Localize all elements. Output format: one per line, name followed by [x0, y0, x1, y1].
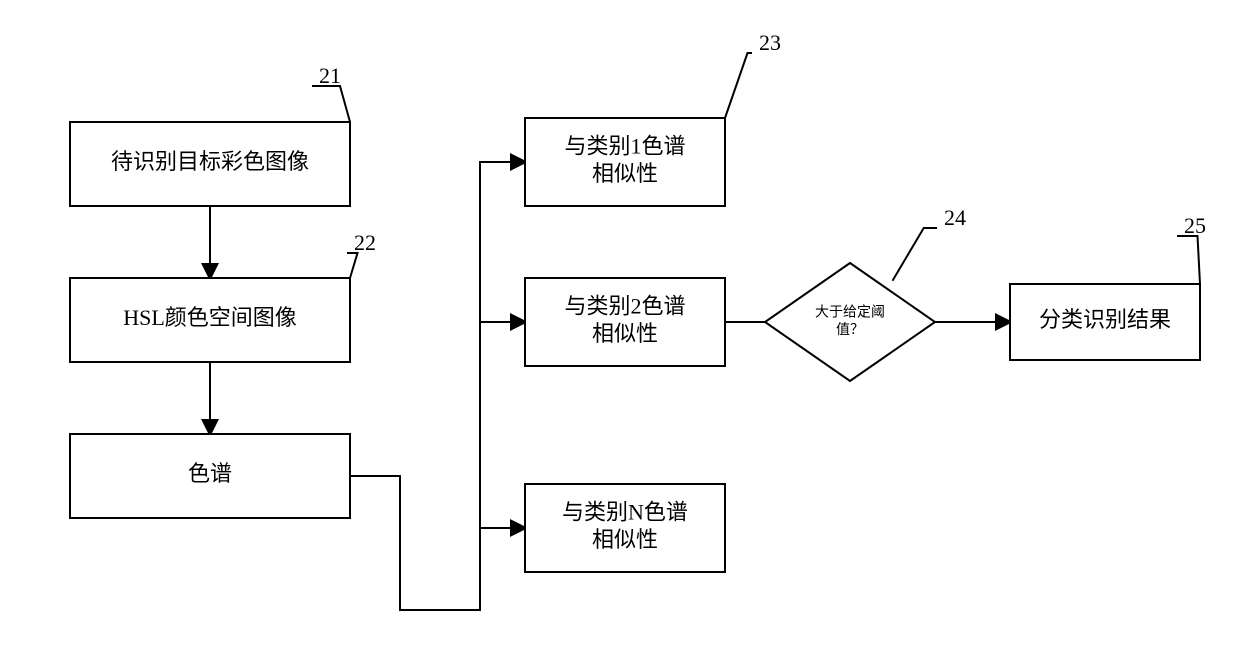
- flow-node-label-d-1: 值？: [836, 322, 864, 338]
- callout-leader-res: [1177, 236, 1200, 284]
- flow-node-label-s1-1: 相似性: [592, 161, 658, 186]
- flow-node-label-n22-0: HSL颜色空间图像: [123, 305, 297, 330]
- flow-node-label-s1-0: 与类别1色谱: [564, 133, 685, 158]
- flow-edge-5: [480, 322, 525, 528]
- callout-leader-s1: [725, 53, 752, 118]
- flow-node-label-res-0: 分类识别结果: [1039, 307, 1171, 332]
- callout-leader-n22: [347, 253, 358, 278]
- flow-node-label-s2-0: 与类别2色谱: [564, 293, 685, 318]
- callout-label-n22: 22: [354, 230, 376, 255]
- flow-node-label-sN-0: 与类别N色谱: [562, 499, 688, 524]
- callout-label-res: 25: [1184, 213, 1206, 238]
- flow-node-label-s2-1: 相似性: [592, 321, 658, 346]
- callout-leader-d: [893, 228, 938, 281]
- callout-label-d: 24: [944, 205, 966, 230]
- flow-node-label-n21-0: 待识别目标彩色图像: [111, 149, 309, 174]
- flow-node-label-d-0: 大于给定阈: [815, 304, 885, 320]
- callout-label-s1: 23: [759, 30, 781, 55]
- flow-edge-3: [480, 162, 525, 322]
- flow-node-label-sN-1: 相似性: [592, 527, 658, 552]
- flow-node-label-n_spec-0: 色谱: [188, 461, 232, 486]
- callout-leader-n21: [312, 86, 350, 122]
- callout-label-n21: 21: [319, 63, 341, 88]
- flow-edge-2: [350, 322, 480, 610]
